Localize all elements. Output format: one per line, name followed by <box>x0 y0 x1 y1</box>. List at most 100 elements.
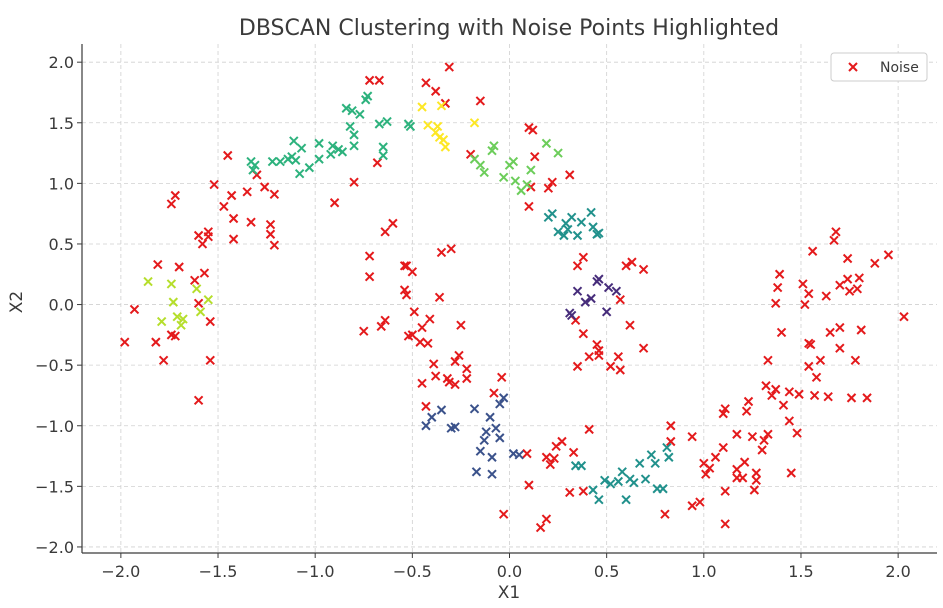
noise-point <box>767 390 777 401</box>
noise-point <box>835 343 845 353</box>
noise-point <box>269 240 280 250</box>
x-tick-label: 2.0 <box>885 562 910 581</box>
cluster-5-point <box>658 484 668 494</box>
cluster-7-point <box>566 310 577 321</box>
noise-point <box>450 356 460 367</box>
x-axis-label: X1 <box>498 583 520 603</box>
cluster-2-point <box>294 168 305 179</box>
noise-point <box>737 473 748 483</box>
noise-point <box>265 229 276 239</box>
noise-point <box>219 201 229 212</box>
noise-point <box>226 190 237 201</box>
x-tick-label: −2.0 <box>101 562 140 581</box>
noise-point <box>547 177 557 187</box>
noise-point <box>543 183 554 193</box>
cluster-2-point <box>314 138 324 149</box>
noise-point <box>792 428 802 438</box>
noise-point <box>170 331 180 341</box>
x-tick-label: −1.5 <box>199 562 238 581</box>
noise-point <box>197 239 208 249</box>
cluster-3-point <box>469 118 480 128</box>
cluster-1-point <box>178 314 188 324</box>
data-points <box>120 62 909 533</box>
noise-point <box>710 452 721 462</box>
cluster-2-point <box>327 141 338 151</box>
noise-point <box>415 337 425 347</box>
noise-point <box>862 393 872 403</box>
noise-point <box>695 497 705 507</box>
noise-point <box>399 285 410 295</box>
noise-point <box>388 218 398 229</box>
noise-point <box>153 259 163 270</box>
y-tick-label: −1.0 <box>35 417 74 436</box>
noise-point <box>259 182 270 192</box>
noise-point <box>429 359 439 369</box>
cluster-2-point <box>341 103 351 113</box>
noise-point <box>621 261 631 271</box>
cluster-6-point <box>495 433 505 443</box>
cluster-5-point <box>634 458 645 469</box>
cluster-6-point <box>421 421 431 431</box>
legend: Noise <box>830 52 928 82</box>
noise-point <box>835 280 845 290</box>
cluster-7-point <box>586 293 596 304</box>
cluster-2-point <box>314 154 324 164</box>
noise-point <box>364 251 375 261</box>
noise-point <box>831 227 841 237</box>
noise-point <box>784 416 795 426</box>
noise-point <box>701 469 711 479</box>
cluster-4-point <box>553 148 563 158</box>
noise-point <box>524 480 534 490</box>
cluster-3-point <box>436 101 447 111</box>
y-tick-label: 1.0 <box>49 174 74 193</box>
noise-point <box>242 187 252 197</box>
cluster-2-point <box>275 156 285 167</box>
noise-point <box>687 431 697 442</box>
noise-point <box>170 190 180 201</box>
noise-point <box>407 267 418 277</box>
y-axis-label: X2 <box>7 291 27 313</box>
cluster-2-point <box>296 143 307 153</box>
noise-point <box>720 486 730 496</box>
noise-point <box>757 445 767 455</box>
y-tick-label: −0.5 <box>35 356 74 375</box>
noise-point <box>409 307 419 317</box>
cluster-7-point <box>601 307 612 317</box>
noise-point <box>798 279 808 289</box>
noise-point <box>359 326 369 336</box>
noise-point <box>856 325 866 335</box>
noise-point <box>151 337 161 347</box>
cluster-1-point <box>172 311 182 322</box>
noise-point <box>743 396 754 407</box>
noise-point <box>228 234 239 244</box>
cluster-5-point <box>662 442 672 453</box>
cluster-5-point <box>594 494 604 505</box>
noise-point <box>615 365 625 375</box>
legend-marker-noise <box>848 62 858 72</box>
noise-point <box>584 351 594 362</box>
noise-point <box>565 170 575 180</box>
noise-point <box>720 404 730 414</box>
cluster-6-point <box>450 422 460 432</box>
noise-point <box>205 316 215 327</box>
cluster-7-point <box>603 282 614 293</box>
cluster-3-point <box>432 121 443 132</box>
noise-point <box>497 372 507 382</box>
noise-point <box>666 436 676 447</box>
cluster-1-point <box>203 295 214 305</box>
cluster-1-point <box>156 316 167 327</box>
cluster-2-point <box>291 155 301 166</box>
noise-point <box>549 453 559 464</box>
noise-point <box>850 355 861 366</box>
noise-point <box>846 393 857 403</box>
cluster-5-point <box>664 452 674 462</box>
cluster-5-point <box>613 476 624 487</box>
noise-point <box>228 213 239 224</box>
noise-point <box>771 384 781 395</box>
noise-point <box>605 361 616 372</box>
noise-point <box>844 286 855 296</box>
noise-point <box>265 219 276 230</box>
noise-point <box>223 150 233 161</box>
cluster-2-point <box>362 91 373 101</box>
noise-point <box>804 361 814 372</box>
